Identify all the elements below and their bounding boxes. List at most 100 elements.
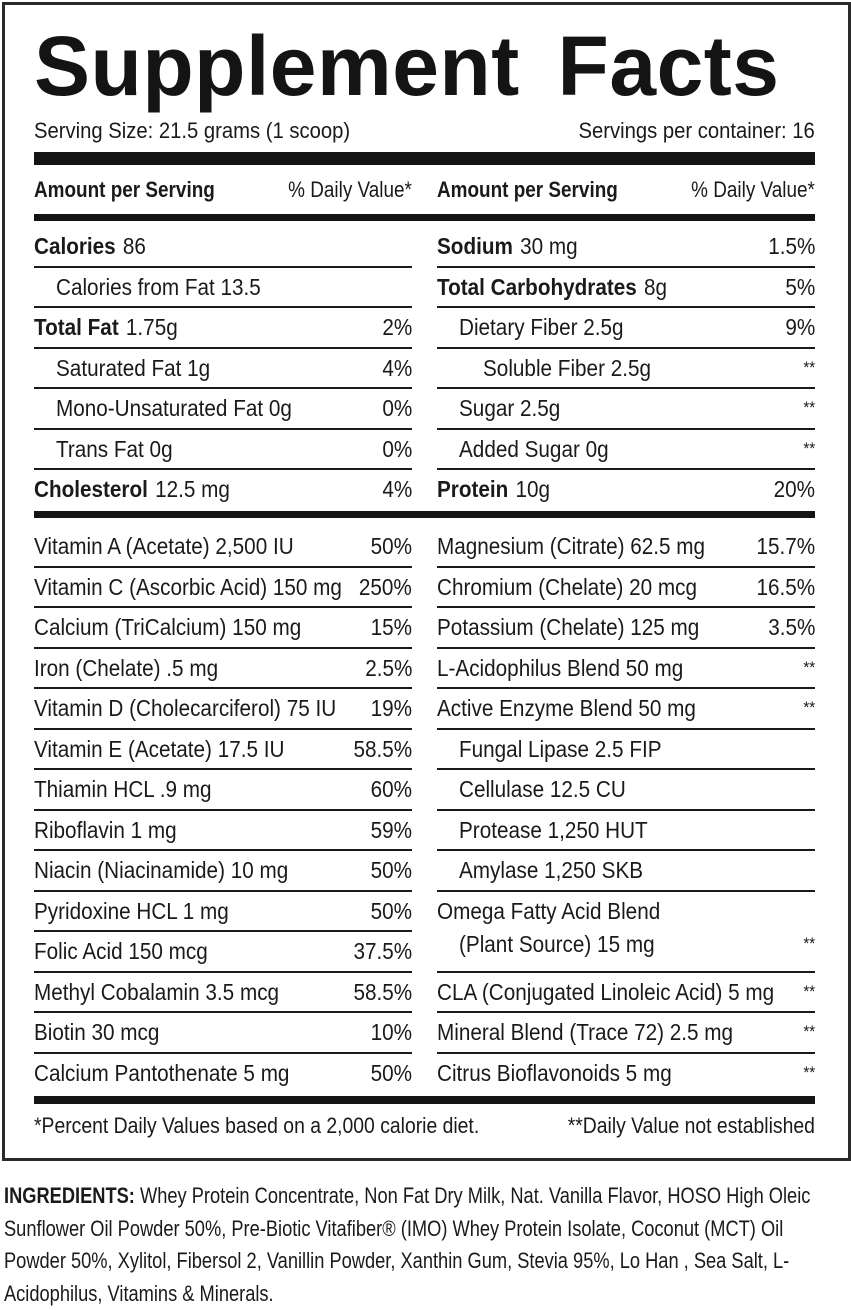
- medium-divider: [34, 1096, 815, 1104]
- daily-value: 50%: [370, 1059, 412, 1086]
- nutrient-name: Total Fat 1.75g: [34, 308, 178, 346]
- nutrient-name: Calories from Fat 13.5: [56, 273, 261, 300]
- daily-value: 0%: [382, 435, 412, 462]
- daily-value: 5%: [785, 273, 815, 300]
- column-header-left: Amount per Serving % Daily Value*: [34, 172, 412, 208]
- nutrient-name: Mineral Blend (Trace 72) 2.5 mg: [437, 1019, 734, 1045]
- nutrient-name: Cholesterol 12.5 mg: [34, 470, 230, 508]
- daily-value: 58.5%: [353, 978, 412, 1005]
- nutrient-row: Potassium (Chelate) 125 mg 3.5%: [437, 608, 815, 649]
- nutrient-bold-label: Calories: [34, 233, 116, 259]
- nutrient-name: Biotin 30 mcg: [34, 1019, 160, 1045]
- nutrient-row: Calcium Pantothenate 5 mg 50%: [34, 1054, 412, 1093]
- nutrient-row: Cellulase 12.5 CU: [437, 770, 815, 811]
- nutrient-row: Amylase 1,250 SKB: [437, 851, 815, 892]
- nutrient-row: Calcium (TriCalcium) 150 mg 15%: [34, 608, 412, 649]
- nutrient-row: Chromium (Chelate) 20 mcg 16.5%: [437, 568, 815, 608]
- nutrient-row: Citrus Bioflavonoids 5 mg **: [437, 1054, 815, 1093]
- nutrient-name: Riboflavin 1 mg: [34, 816, 177, 843]
- nutrient-row: Protein 10g 20%: [437, 470, 815, 509]
- nutrient-row: Fungal Lipase 2.5 FIP: [437, 730, 815, 770]
- nutrient-name: Calcium Pantothenate 5 mg: [34, 1059, 290, 1086]
- nutrient-name: Mono-Unsaturated Fat 0g: [56, 395, 292, 421]
- nutrient-name: Calcium (TriCalcium) 150 mg: [34, 614, 302, 640]
- nutrient-row: Calories from Fat 13.5: [34, 268, 412, 308]
- nutrient-amount: 1.75g: [125, 314, 178, 340]
- footnote-daily-values: *Percent Daily Values based on a 2,000 c…: [34, 1113, 480, 1138]
- nutrient-row: Saturated Fat 1g 4%: [34, 349, 412, 389]
- nutrient-name: Potassium (Chelate) 125 mg: [437, 614, 700, 640]
- nutrient-name: Amylase 1,250 SKB: [459, 857, 644, 883]
- daily-value: **: [803, 698, 815, 717]
- ingredients-text: Whey Protein Concentrate, Non Fat Dry Mi…: [4, 1183, 811, 1306]
- nutrient-row: Pyridoxine HCL 1 mg 50%: [34, 892, 412, 932]
- nutrient-row: CLA (Conjugated Linoleic Acid) 5 mg **: [437, 973, 815, 1013]
- nutrient-name: Folic Acid 150 mcg: [34, 938, 208, 964]
- nutrient-name: Sodium 30 mg: [437, 227, 578, 265]
- macros-left-list: Calories 86 Calories from Fat 13.5 Total Fa…: [34, 227, 412, 509]
- nutrient-amount: 30 mg: [520, 233, 578, 259]
- nutrient-row: Cholesterol 12.5 mg 4%: [34, 470, 412, 509]
- nutrient-row: Methyl Cobalamin 3.5 mcg 58.5%: [34, 973, 412, 1013]
- nutrient-name: Omega Fatty Acid Blend: [437, 897, 661, 924]
- nutrient-row: Sugar 2.5g **: [437, 389, 815, 430]
- nutrient-row: Biotin 30 mcg 10%: [34, 1013, 412, 1054]
- footnote: *Percent Daily Values based on a 2,000 c…: [34, 1108, 815, 1144]
- macros-right-list: Sodium 30 mg 1.5% Total Carbohydrates 8g 5% Di…: [437, 227, 815, 509]
- nutrient-row: Magnesium (Citrate) 62.5 mg 15.7%: [437, 527, 815, 568]
- servings-per-container: Servings per container: 16: [578, 118, 815, 143]
- nutrient-name: Magnesium (Citrate) 62.5 mg: [437, 533, 706, 559]
- nutrient-bold-label: Total Fat: [34, 314, 119, 340]
- daily-value: 20%: [773, 476, 815, 502]
- nutrient-row: Vitamin E (Acetate) 17.5 IU 58.5%: [34, 730, 412, 770]
- daily-value: **: [803, 657, 815, 677]
- serving-info: Serving Size: 21.5 grams (1 scoop) Servi…: [34, 116, 815, 146]
- supplement-facts-panel: [2, 2, 851, 1161]
- nutrient-name: Vitamin D (Cholecarciferol) 75 IU: [34, 695, 337, 721]
- nutrient-name: Vitamin E (Acetate) 17.5 IU: [34, 735, 285, 762]
- nutrient-name: Iron (Chelate) .5 mg: [34, 654, 219, 681]
- nutrient-row: Protease 1,250 HUT: [437, 811, 815, 851]
- nutrient-row: Niacin (Niacinamide) 10 mg 50%: [34, 851, 412, 892]
- daily-value: 50%: [370, 857, 412, 883]
- nutrient-name: Added Sugar 0g: [459, 435, 609, 462]
- nutrient-name-line2: (Plant Source) 15 mg: [459, 930, 655, 957]
- daily-value: 9%: [785, 314, 815, 340]
- nutrient-row: Total Carbohydrates 8g 5%: [437, 268, 815, 308]
- daily-value-label: % Daily Value*: [288, 177, 412, 202]
- nutrient-name: Citrus Bioflavonoids 5 mg: [437, 1059, 672, 1086]
- nutrient-amount: 86: [122, 233, 146, 259]
- nutrient-name: Methyl Cobalamin 3.5 mcg: [34, 978, 280, 1005]
- amount-per-serving-label: Amount per Serving: [437, 177, 618, 202]
- nutrient-row: Omega Fatty Acid Blend (Plant Source) 15 …: [437, 892, 815, 973]
- nutrient-name: Vitamin C (Ascorbic Acid) 150 mg: [34, 573, 342, 600]
- daily-value: 16.5%: [756, 573, 815, 600]
- nutrient-row: Mineral Blend (Trace 72) 2.5 mg **: [437, 1013, 815, 1054]
- nutrient-bold-label: Sodium: [437, 233, 513, 259]
- nutrient-row: Dietary Fiber 2.5g 9%: [437, 308, 815, 349]
- daily-value: 10%: [370, 1019, 412, 1045]
- nutrient-row: Vitamin A (Acetate) 2,500 IU 50%: [34, 527, 412, 568]
- nutrient-row: Riboflavin 1 mg 59%: [34, 811, 412, 851]
- daily-value: 15.7%: [756, 533, 815, 559]
- nutrient-row: Vitamin C (Ascorbic Acid) 150 mg 250%: [34, 568, 412, 608]
- daily-value: 19%: [370, 695, 412, 721]
- nutrient-row: Mono-Unsaturated Fat 0g 0%: [34, 389, 412, 430]
- daily-value: **: [803, 398, 815, 417]
- column-header-right: Amount per Serving % Daily Value*: [437, 172, 815, 208]
- footnote-not-established: **Daily Value not established: [567, 1113, 815, 1138]
- nutrient-name: Chromium (Chelate) 20 mcg: [437, 573, 697, 600]
- nutrient-name: Total Carbohydrates 8g: [437, 268, 667, 306]
- nutrient-name: Protein 10g: [437, 470, 550, 508]
- nutrient-name: Trans Fat 0g: [56, 435, 173, 462]
- nutrient-name: Protease 1,250 HUT: [459, 816, 648, 843]
- daily-value: 60%: [370, 776, 412, 802]
- nutrient-row: Active Enzyme Blend 50 mg **: [437, 689, 815, 730]
- nutrient-row: Trans Fat 0g 0%: [34, 430, 412, 470]
- serving-size: Serving Size: 21.5 grams (1 scoop): [34, 118, 351, 143]
- nutrient-bold-label: Protein: [437, 476, 509, 502]
- nutrient-row: Sodium 30 mg 1.5%: [437, 227, 815, 268]
- ingredients-label: INGREDIENTS:: [4, 1183, 135, 1208]
- daily-value: **: [803, 1062, 815, 1082]
- daily-value: **: [803, 357, 815, 377]
